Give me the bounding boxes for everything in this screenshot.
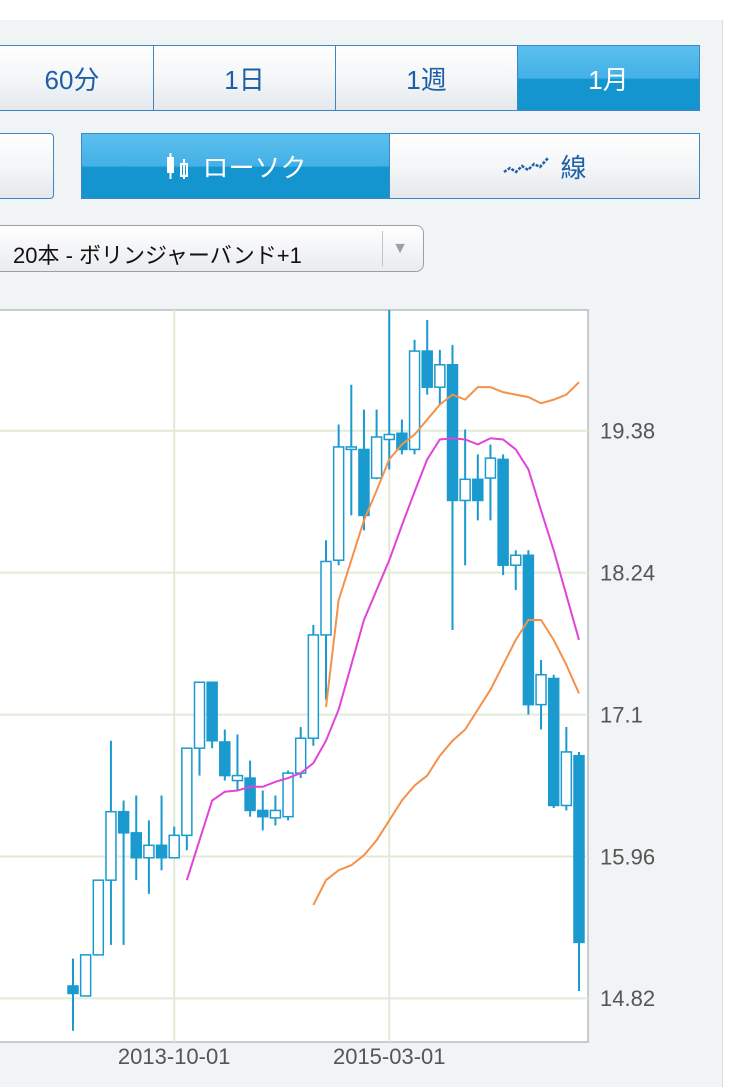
y-tick-label: 19.38	[600, 419, 655, 444]
candle-body	[117, 810, 130, 834]
candle-body	[269, 809, 282, 819]
candle-body	[193, 681, 206, 749]
candle-body	[446, 364, 459, 502]
period-tab-label: 1週	[406, 64, 447, 95]
period-tab-label: 1日	[224, 64, 265, 95]
candle-body	[535, 674, 547, 706]
candle-body	[168, 834, 180, 859]
y-tick-label: 14.82	[600, 986, 655, 1011]
candle-body	[244, 777, 256, 812]
view-tab[interactable]: 線	[389, 133, 700, 199]
candle-body	[472, 478, 484, 502]
candle-body	[522, 554, 535, 706]
candle-body	[345, 446, 358, 451]
candle-body	[497, 458, 509, 566]
x-tick-label: 2015-03-01	[333, 1044, 446, 1069]
period-tab[interactable]: 1週	[335, 45, 518, 111]
candle-body	[155, 844, 168, 859]
candle-body	[408, 350, 421, 451]
candle-body	[282, 772, 294, 818]
view-tab-label: 線	[560, 152, 587, 183]
candle-body	[67, 985, 79, 995]
candle-body	[257, 809, 269, 818]
view-tab[interactable]: ローソク	[81, 133, 390, 199]
period-tab[interactable]: 1月	[517, 45, 700, 111]
candle-body	[370, 436, 383, 479]
candle-body	[421, 350, 433, 388]
x-tick-label: 2013-10-01	[118, 1044, 231, 1069]
candle-body	[459, 478, 471, 502]
candle-body	[383, 433, 395, 441]
tab-icon	[167, 153, 189, 179]
candle-body	[434, 364, 446, 388]
indicator-line	[312, 618, 580, 906]
candle-body	[219, 741, 231, 777]
period-tab-label: 60分	[44, 64, 100, 95]
indicator-line	[325, 381, 580, 708]
candle-body	[143, 844, 155, 859]
period-tab[interactable]: 60分	[0, 45, 154, 111]
candle-body	[484, 457, 497, 479]
indicator-dropdown[interactable]: 20本 - ボリンジャーバンド+1 ▼	[0, 225, 424, 272]
candle-body	[547, 677, 560, 807]
chart: 14.82 15.96 17.1 18.24 19.38 2013-10-01 2015-0…	[0, 309, 655, 1069]
period-tab-label: 1月	[588, 64, 629, 95]
period-tab[interactable]: 1日	[153, 45, 336, 111]
indicator-line	[185, 437, 580, 881]
candle-body	[294, 737, 307, 774]
plot-area	[0, 309, 589, 1043]
y-tick-label: 15.96	[600, 844, 655, 869]
candle-body	[105, 810, 117, 881]
candle-body	[560, 751, 573, 807]
candle-body	[231, 774, 244, 782]
tab-icon	[503, 157, 550, 174]
candle-body	[358, 448, 370, 517]
hidden-tab[interactable]	[0, 133, 54, 199]
view-tab-label: ローソク	[202, 152, 307, 183]
candle-body	[92, 879, 105, 956]
candle-body	[130, 832, 142, 859]
candle-body	[332, 446, 345, 561]
y-tick-label: 18.24	[600, 560, 655, 585]
candle-body	[510, 554, 522, 566]
dropdown-arrow: ▼	[382, 231, 417, 266]
candle-body	[181, 747, 193, 837]
candle-body	[206, 681, 218, 742]
candle-body	[307, 634, 320, 739]
candle-body	[79, 954, 92, 997]
candle-body	[573, 754, 585, 944]
candle-body	[320, 560, 332, 636]
y-tick-label: 17.1	[600, 702, 643, 727]
indicator-label: 20本 - ボリンジャーバンド+1	[13, 243, 302, 268]
